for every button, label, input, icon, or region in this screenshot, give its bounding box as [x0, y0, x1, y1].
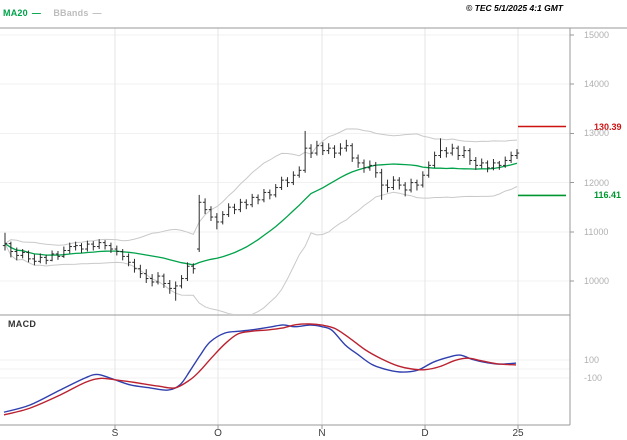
macd-axis-label: 100 [584, 355, 600, 365]
legend-item: BBands — [53, 8, 101, 18]
macd-panel-title: MACD [8, 319, 37, 329]
ma20-line-swatch-icon: — [31, 8, 41, 18]
legend-ma20-label: MA20 [3, 8, 28, 18]
copyright-timestamp: © TEC 5/1/2025 4:1 GMT [466, 3, 563, 13]
level-label: 116.41 [594, 190, 622, 201]
price-axis-label: 13000 [584, 128, 610, 139]
macd-axis-label: -100 [584, 373, 603, 383]
x-axis-label: D [421, 428, 429, 439]
x-axis-label: S [111, 428, 119, 439]
bbands-line-swatch-icon: — [92, 8, 102, 18]
legend: MA20— BBands — [3, 8, 112, 18]
chart-header: MA20— BBands — © TEC 5/1/2025 4:1 GMT [0, 0, 627, 28]
x-axis-label: O [214, 428, 222, 439]
level-label: 130.39 [594, 121, 622, 132]
price-axis-label: 11000 [584, 226, 609, 237]
legend-item: MA20— [3, 8, 41, 18]
x-axis-label: 25 [512, 428, 524, 439]
x-axis-label: N [318, 428, 326, 439]
legend-bbands-label: BBands [53, 8, 89, 18]
price-axis-label: 12000 [584, 177, 610, 188]
price-axis-label: 14000 [584, 79, 610, 90]
price-axis-label: 15000 [584, 30, 610, 40]
price-axis-label: 10000 [584, 276, 610, 286]
